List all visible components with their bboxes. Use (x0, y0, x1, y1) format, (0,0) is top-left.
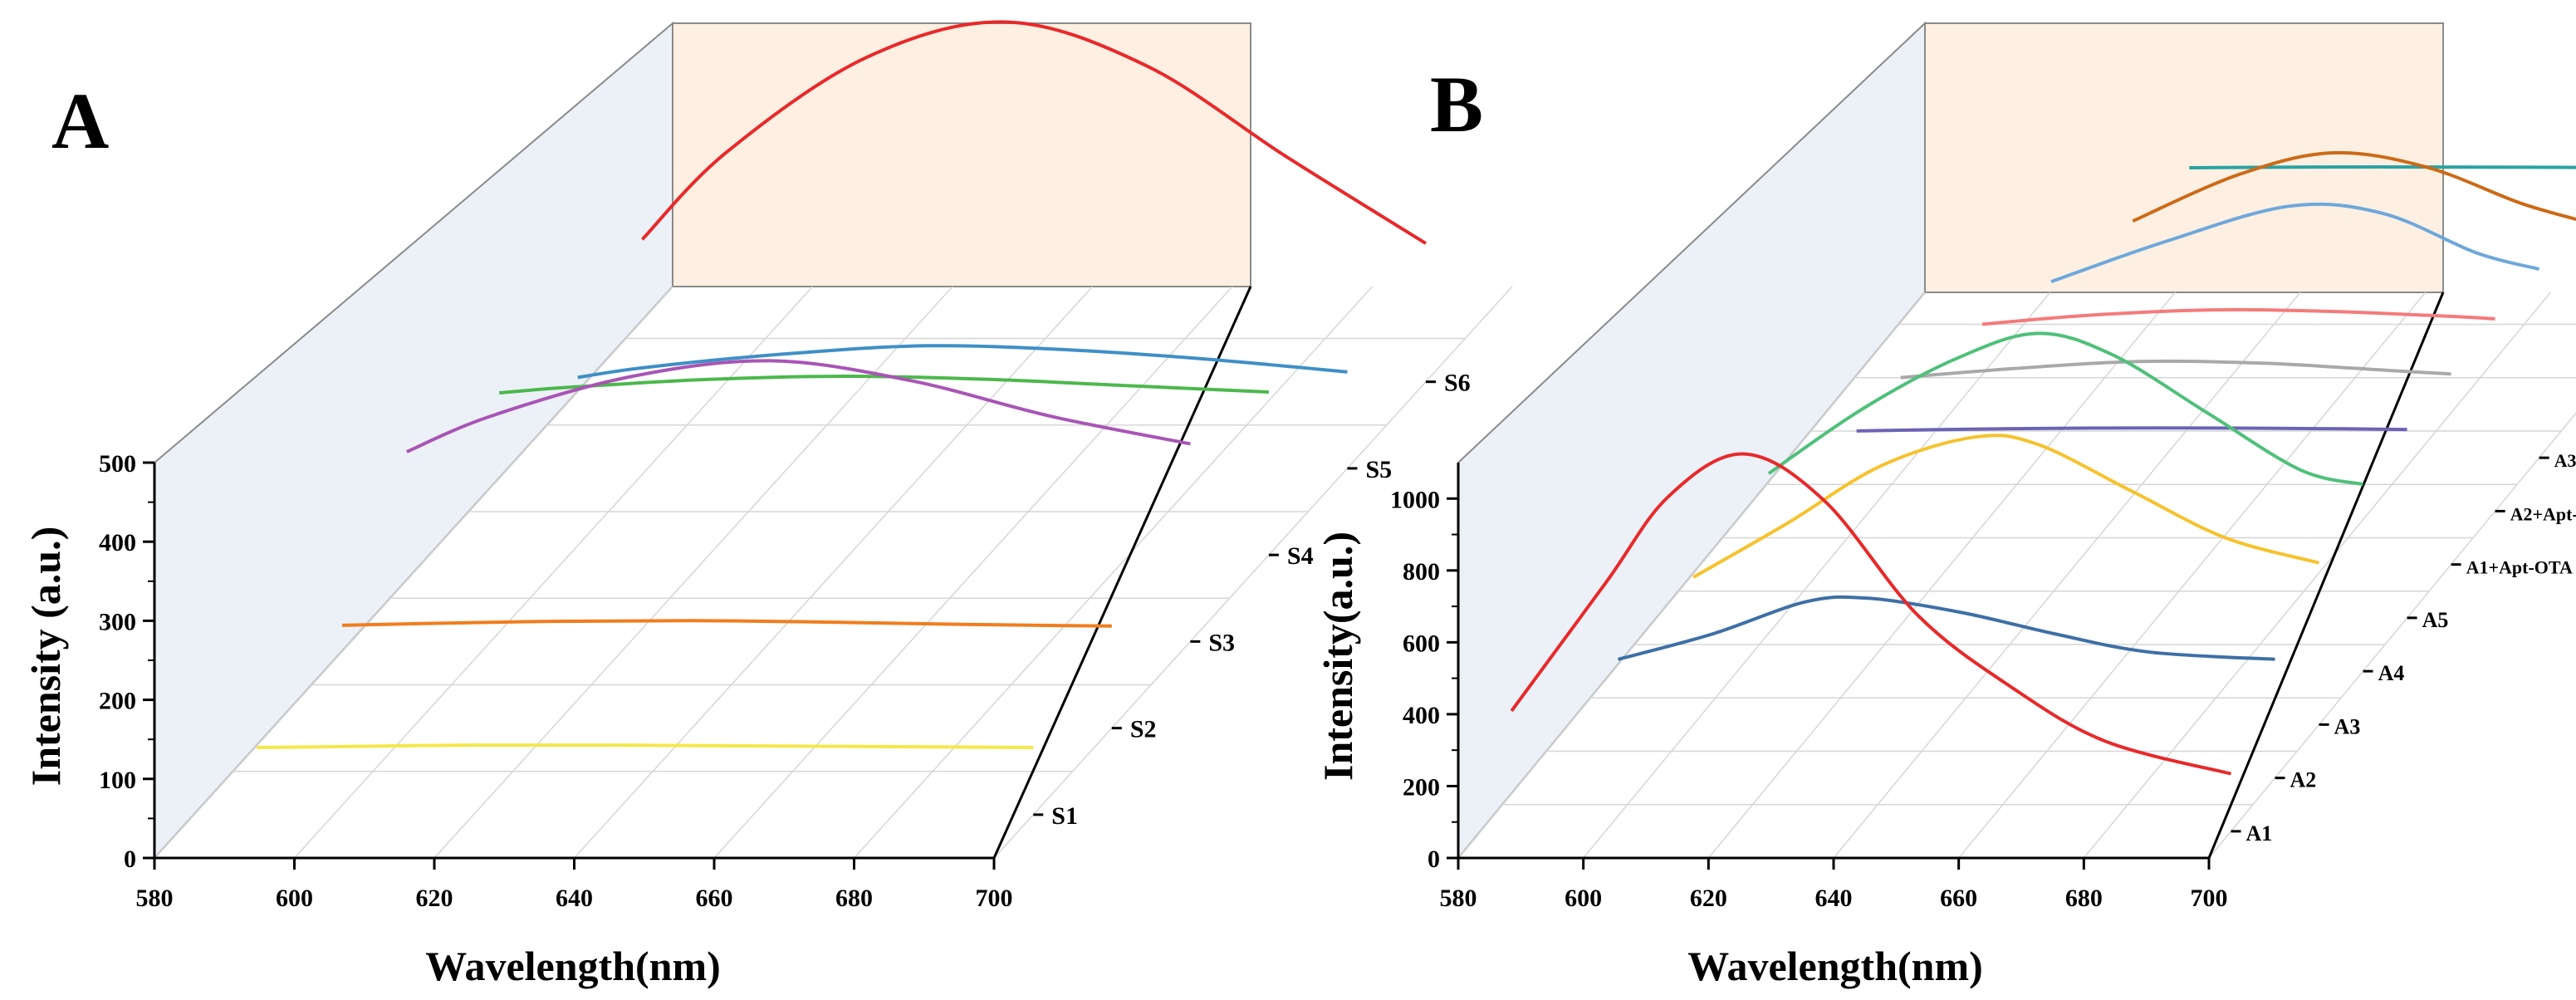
series-label-s3: S3 (1208, 629, 1235, 656)
x-tick-label: 660 (1940, 885, 1977, 912)
x-tick-label: 640 (556, 885, 593, 912)
series-line-a1 (1510, 452, 2231, 776)
y-tick-label: 1000 (1390, 486, 1440, 513)
x-tick-label: 600 (1565, 885, 1602, 912)
series-line-a2-apt-ota (1981, 307, 2495, 326)
y-tick-label: 400 (1403, 702, 1440, 729)
series-label-s4: S4 (1287, 542, 1314, 570)
series-line-a5 (1856, 426, 2407, 433)
series-line-s5 (577, 344, 1348, 380)
x-tick-label: 620 (416, 885, 453, 912)
series-line-s3 (406, 359, 1191, 453)
floor-grid-line-x (573, 286, 1094, 859)
series-label-a4: A4 (2378, 661, 2405, 685)
panel-b-z-axis-line (2207, 292, 2445, 859)
series-label-a3-apt-ota: A3+Apt-OTA (2554, 450, 2576, 471)
series-line-a3 (1692, 434, 2320, 579)
series-line-a1-apt-ota (1900, 359, 2451, 380)
y-tick-label: 0 (124, 846, 136, 873)
x-tick-label: 600 (276, 885, 313, 912)
y-tick-label: 200 (99, 688, 136, 715)
floor-grid-line-x (2208, 412, 2576, 859)
floor-grid-line-x (293, 286, 814, 859)
panel-b-floor-grid (1457, 292, 2576, 859)
panel-a-series-labels: S6 S5 S4 S3 S2 S1 (1033, 370, 1471, 830)
series-line-a2 (1617, 595, 2275, 661)
series-line-a4-apt-ota (2132, 150, 2576, 223)
x-tick-label: 700 (2191, 885, 2228, 912)
panel-a-y-axis-title: Intensity (a.u.) (22, 527, 69, 787)
series-label-a5: A5 (2422, 608, 2449, 632)
y-tick-label: 100 (99, 767, 136, 794)
panel-b-x-ticks: 580 600 620 640 660 680 700 (1440, 858, 2228, 912)
floor-grid-line-x (2083, 292, 2551, 859)
floor-grid-line-x (433, 286, 953, 859)
x-tick-label: 580 (1440, 885, 1477, 912)
panel-a-y-ticks: 0 100 200 300 400 500 (99, 450, 154, 873)
x-tick-label: 680 (2065, 885, 2103, 912)
floor-grid-line-x (853, 286, 1374, 859)
panel-a-back-wall (672, 22, 1251, 287)
x-tick-label: 640 (1815, 885, 1853, 912)
floor-grid-line-x (1707, 292, 2176, 859)
series-label-s1: S1 (1051, 802, 1078, 830)
panel-b-y-ticks: 0 200 400 600 800 1000 (1390, 486, 1458, 873)
x-tick-label: 580 (136, 885, 174, 912)
y-tick-label: 0 (1428, 846, 1440, 873)
floor-grid-line-x (713, 286, 1233, 859)
series-label-a1-apt-ota: A1+Apt-OTA (2466, 557, 2573, 578)
series-label-a2: A2 (2290, 768, 2317, 792)
series-line-a4 (1767, 331, 2364, 487)
panel-b-series-labels: A5+Apt-OTAA4+Apt-OTAA3+Apt-OTAA2+Apt-OTA… (2231, 450, 2576, 846)
series-label-s6: S6 (1444, 370, 1471, 397)
panel-a-z-axis-line (992, 286, 1252, 859)
y-tick-label: 800 (1403, 558, 1440, 586)
panel-b-letter: B (1430, 60, 1483, 149)
panel-a-letter: A (51, 76, 109, 165)
series-line-a3-apt-ota (2050, 202, 2540, 283)
series-line-a5-apt-ota (2189, 165, 2576, 169)
panel-a-x-axis-title: Wavelength(nm) (425, 943, 721, 989)
floor-grid-line-x (1833, 292, 2301, 859)
panel-b-y-axis-title: Intensity(a.u.) (1315, 532, 1361, 781)
panel-b-x-axis-title: Wavelength(nm) (1687, 943, 1983, 989)
series-label-s5: S5 (1365, 456, 1392, 483)
panel-b: B 580 600 620 640 660 680 700 0 200 400 600 800 100… (1315, 21, 2576, 989)
series-label-s2: S2 (1130, 716, 1157, 743)
panel-a-x-ticks: 580 600 620 640 660 680 700 (136, 858, 1013, 912)
floor-grid-line-x (154, 286, 673, 859)
panel-a-series (257, 20, 1428, 749)
y-tick-label: 500 (99, 450, 136, 478)
floor-grid-line-x (1583, 292, 2051, 859)
floor-grid-line-x (1958, 292, 2427, 859)
panel-b-series (1510, 150, 2576, 776)
series-label-a1: A1 (2246, 821, 2273, 846)
y-tick-label: 600 (1403, 630, 1440, 657)
series-line-s6 (640, 20, 1428, 245)
series-line-s1 (257, 743, 1034, 749)
y-tick-label: 400 (99, 529, 136, 556)
x-tick-label: 660 (696, 885, 733, 912)
x-tick-label: 680 (835, 885, 873, 912)
y-tick-label: 300 (99, 608, 136, 635)
x-tick-label: 700 (976, 885, 1013, 912)
panel-a: A 580 600 620 640 660 680 700 0 100 200 300 400 500… (22, 20, 1513, 989)
panel-b-back-wall (1924, 22, 2444, 293)
series-label-a3: A3 (2334, 714, 2361, 738)
floor-grid-line-x (1457, 292, 1926, 859)
series-label-a2-apt-ota: A2+Apt-OTA (2510, 503, 2576, 524)
x-tick-label: 620 (1690, 885, 1727, 912)
y-tick-label: 200 (1403, 773, 1440, 801)
series-line-s2 (342, 619, 1112, 628)
